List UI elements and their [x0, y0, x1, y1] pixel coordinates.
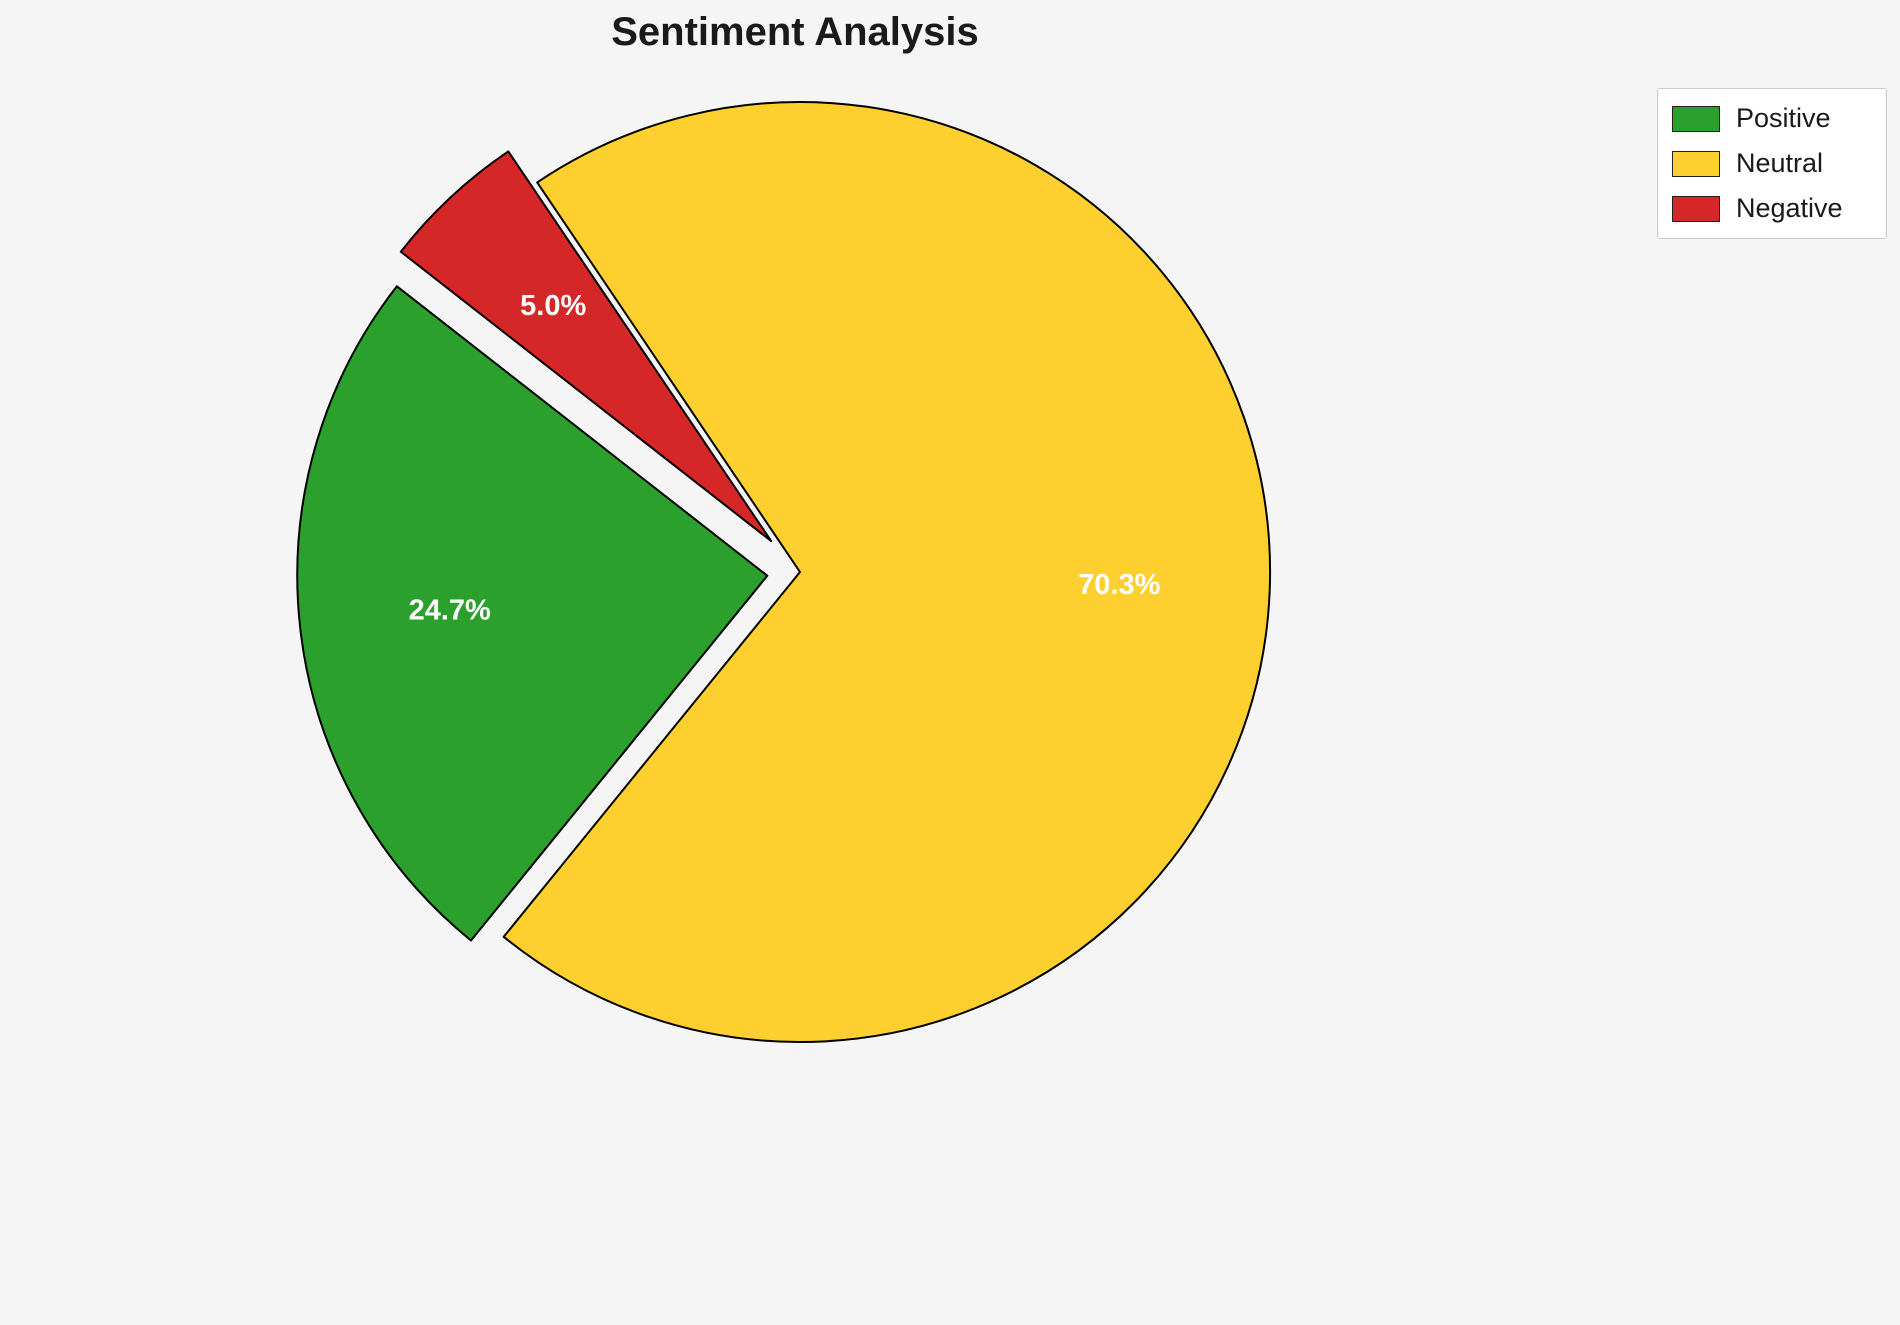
- legend: Positive Neutral Negative: [1657, 88, 1887, 239]
- pie-slice-neutral: [502, 101, 1272, 1043]
- pie-slice-negative: [399, 150, 773, 543]
- pie-percent-label-positive: 24.7%: [409, 594, 491, 626]
- legend-item-negative: Negative: [1672, 193, 1868, 224]
- legend-label-positive: Positive: [1736, 103, 1831, 133]
- pie-slice-positive: [296, 285, 769, 942]
- legend-swatch-neutral-icon: [1672, 150, 1720, 177]
- pie-percent-label-neutral: 70.3%: [1078, 569, 1160, 601]
- legend-label-negative: Negative: [1736, 193, 1843, 223]
- legend-label-neutral: Neutral: [1736, 148, 1824, 178]
- legend-swatch-negative-icon: [1672, 195, 1720, 222]
- legend-swatch-positive-icon: [1672, 105, 1720, 132]
- legend-item-positive: Positive: [1672, 103, 1868, 134]
- pie-percent-label-negative: 5.0%: [520, 290, 586, 322]
- legend-item-neutral: Neutral: [1672, 148, 1868, 179]
- chart-title: Sentiment Analysis: [611, 10, 979, 54]
